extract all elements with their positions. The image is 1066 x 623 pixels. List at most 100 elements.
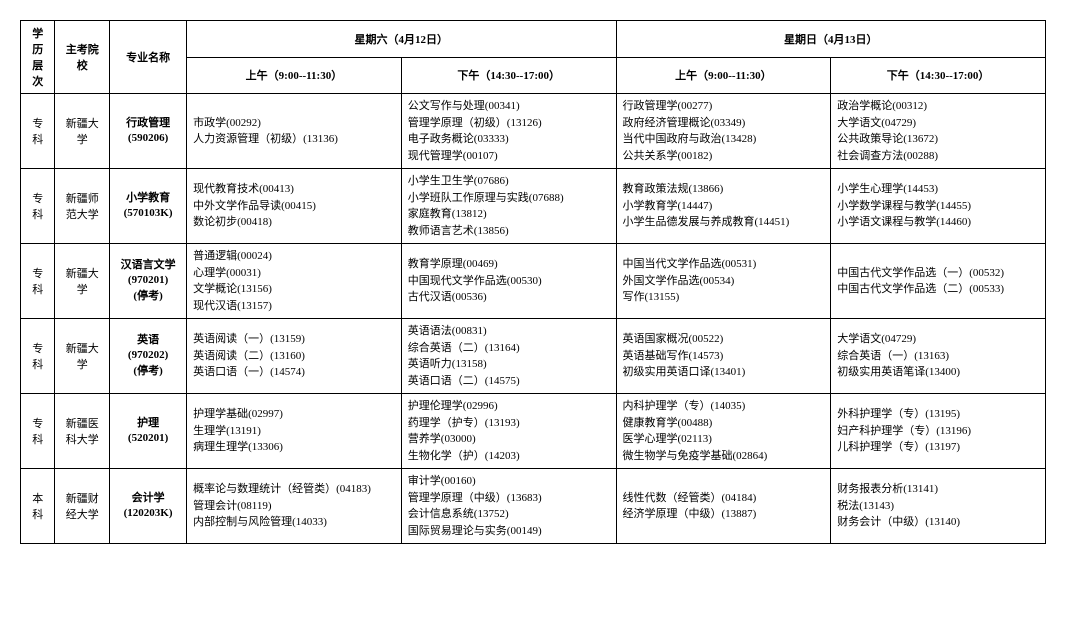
course-entry: 大学语文(04729) (837, 115, 1039, 132)
major-name: 护理 (116, 416, 180, 431)
course-entry: 管理学原理（中级）(13683) (408, 490, 610, 507)
cell-d1pm: 英语语法(00831)综合英语（二）(13164)英语听力(13158)英语口语… (401, 319, 616, 394)
course-entry: 护理伦理学(02996) (408, 398, 610, 415)
course-entry: 妇产科护理学（专）(13196) (837, 423, 1039, 440)
course-entry: 药理学（护专）(13193) (408, 415, 610, 432)
course-entry: 小学语文课程与教学(14460) (837, 214, 1039, 231)
course-entry: 教师语言艺术(13856) (408, 223, 610, 240)
major-name: 小学教育 (116, 191, 180, 206)
cell-d1am: 普通逻辑(00024)心理学(00031)文学概论(13156)现代汉语(131… (187, 244, 402, 319)
course-entry: 综合英语（二）(13164) (408, 340, 610, 357)
course-entry: 电子政务概论(03333) (408, 131, 610, 148)
header-day2: 星期日（4月13日） (616, 21, 1045, 58)
cell-d1pm: 教育学原理(00469)中国现代文学作品选(00530)古代汉语(00536) (401, 244, 616, 319)
major-name: 会计学 (116, 491, 180, 506)
course-entry: 管理学原理（初级）(13126) (408, 115, 610, 132)
course-entry: 综合英语（一）(13163) (837, 348, 1039, 365)
cell-d2pm: 财务报表分析(13141)税法(13143)财务会计（中级）(13140) (831, 469, 1046, 544)
course-entry: 家庭教育(13812) (408, 206, 610, 223)
cell-school: 新疆师范大学 (55, 169, 110, 244)
cell-d2pm: 外科护理学（专）(13195)妇产科护理学（专）(13196)儿科护理学（专）(… (831, 394, 1046, 469)
course-entry: 小学生心理学(14453) (837, 181, 1039, 198)
course-entry: 小学数学课程与教学(14455) (837, 198, 1039, 215)
major-name: 英语 (116, 333, 180, 348)
course-entry: 国际贸易理论与实务(00149) (408, 523, 610, 540)
cell-d1am: 概率论与数理统计（经管类）(04183)管理会计(08119)内部控制与风险管理… (187, 469, 402, 544)
course-entry: 外国文学作品选(00534) (623, 273, 825, 290)
cell-d1pm: 审计学(00160)管理学原理（中级）(13683)会计信息系统(13752)国… (401, 469, 616, 544)
course-entry: 数论初步(00418) (193, 214, 395, 231)
course-entry: 营养学(03000) (408, 431, 610, 448)
course-entry: 当代中国政府与政治(13428) (623, 131, 825, 148)
major-note: (停考) (116, 364, 180, 379)
course-entry: 英语语法(00831) (408, 323, 610, 340)
table-row: 专科新疆大学英语(970202)(停考)英语阅读（一）(13159)英语阅读（二… (21, 319, 1046, 394)
cell-d2am: 中国当代文学作品选(00531)外国文学作品选(00534)写作(13155) (616, 244, 831, 319)
course-entry: 政府经济管理概论(03349) (623, 115, 825, 132)
header-day1-am: 上午（9:00--11:30） (187, 57, 402, 94)
cell-major: 汉语言文学(970201)(停考) (110, 244, 187, 319)
course-entry: 管理会计(08119) (193, 498, 395, 515)
cell-major: 行政管理(590206) (110, 94, 187, 169)
header-day2-pm: 下午（14:30--17:00） (831, 57, 1046, 94)
cell-level: 专科 (21, 94, 55, 169)
course-entry: 病理生理学(13306) (193, 439, 395, 456)
course-entry: 会计信息系统(13752) (408, 506, 610, 523)
course-entry: 小学教育学(14447) (623, 198, 825, 215)
cell-level: 本科 (21, 469, 55, 544)
cell-d1pm: 护理伦理学(02996)药理学（护专）(13193)营养学(03000)生物化学… (401, 394, 616, 469)
major-code: (970201) (116, 273, 180, 288)
course-entry: 英语国家概况(00522) (623, 331, 825, 348)
course-entry: 微生物学与免疫学基础(02864) (623, 448, 825, 465)
header-day2-am: 上午（9:00--11:30） (616, 57, 831, 94)
course-entry: 经济学原理（中级）(13887) (623, 506, 825, 523)
course-entry: 现代管理学(00107) (408, 148, 610, 165)
cell-d2pm: 大学语文(04729)综合英语（一）(13163)初级实用英语笔译(13400) (831, 319, 1046, 394)
course-entry: 公文写作与处理(00341) (408, 98, 610, 115)
course-entry: 小学生卫生学(07686) (408, 173, 610, 190)
course-entry: 小学生品德发展与养成教育(14451) (623, 214, 825, 231)
course-entry: 英语口语（二）(14575) (408, 373, 610, 390)
cell-d2pm: 政治学概论(00312)大学语文(04729)公共政策导论(13672)社会调查… (831, 94, 1046, 169)
cell-school: 新疆医科大学 (55, 394, 110, 469)
cell-d2am: 行政管理学(00277)政府经济管理概论(03349)当代中国政府与政治(134… (616, 94, 831, 169)
cell-level: 专科 (21, 244, 55, 319)
course-entry: 初级实用英语口译(13401) (623, 364, 825, 381)
course-entry: 教育政策法规(13866) (623, 181, 825, 198)
course-entry: 公共政策导论(13672) (837, 131, 1039, 148)
major-code: (970202) (116, 348, 180, 363)
cell-level: 专科 (21, 394, 55, 469)
header-day1-pm: 下午（14:30--17:00） (401, 57, 616, 94)
cell-d2am: 内科护理学（专）(14035)健康教育学(00488)医学心理学(02113)微… (616, 394, 831, 469)
course-entry: 中国当代文学作品选(00531) (623, 256, 825, 273)
course-entry: 普通逻辑(00024) (193, 248, 395, 265)
course-entry: 人力资源管理（初级）(13136) (193, 131, 395, 148)
cell-major: 会计学(120203K) (110, 469, 187, 544)
major-code: (590206) (116, 131, 180, 146)
header-day1: 星期六（4月12日） (187, 21, 616, 58)
table-row: 专科新疆师范大学小学教育(570103K)现代教育技术(00413)中外文学作品… (21, 169, 1046, 244)
course-entry: 中国现代文学作品选(00530) (408, 273, 610, 290)
course-entry: 公共关系学(00182) (623, 148, 825, 165)
course-entry: 财务会计（中级）(13140) (837, 514, 1039, 531)
course-entry: 初级实用英语笔译(13400) (837, 364, 1039, 381)
course-entry: 生理学(13191) (193, 423, 395, 440)
cell-major: 英语(970202)(停考) (110, 319, 187, 394)
table-row: 本科新疆财经大学会计学(120203K)概率论与数理统计（经管类）(04183)… (21, 469, 1046, 544)
cell-d1am: 现代教育技术(00413)中外文学作品导读(00415)数论初步(00418) (187, 169, 402, 244)
course-entry: 现代教育技术(00413) (193, 181, 395, 198)
course-entry: 内部控制与风险管理(14033) (193, 514, 395, 531)
course-entry: 社会调查方法(00288) (837, 148, 1039, 165)
major-note: (停考) (116, 289, 180, 304)
major-code: (520201) (116, 431, 180, 446)
course-entry: 护理学基础(02997) (193, 406, 395, 423)
course-entry: 政治学概论(00312) (837, 98, 1039, 115)
cell-level: 专科 (21, 319, 55, 394)
header-major: 专业名称 (110, 21, 187, 94)
course-entry: 中国古代文学作品选（二）(00533) (837, 281, 1039, 298)
course-entry: 概率论与数理统计（经管类）(04183) (193, 481, 395, 498)
major-code: (120203K) (116, 506, 180, 521)
major-name: 行政管理 (116, 116, 180, 131)
header-level: 学历层次 (21, 21, 55, 94)
major-code: (570103K) (116, 206, 180, 221)
